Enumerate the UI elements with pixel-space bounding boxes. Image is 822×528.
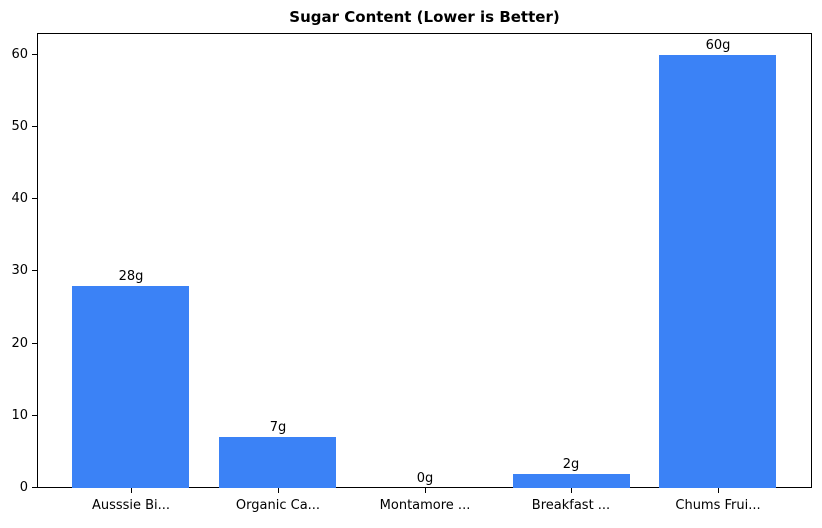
y-tick-label: 10 bbox=[11, 408, 28, 423]
bar-value-label: 28g bbox=[118, 269, 144, 284]
x-tick-label: Chums Frui... bbox=[675, 498, 761, 513]
x-tick-label: Organic Ca... bbox=[235, 498, 321, 513]
x-tick-mark bbox=[131, 488, 132, 493]
x-tick-label: Montamore ... bbox=[379, 498, 471, 513]
bar bbox=[219, 437, 336, 488]
y-tick-label: 0 bbox=[19, 480, 28, 495]
x-tick-mark bbox=[425, 488, 426, 493]
bar-value-label: 60g bbox=[705, 38, 731, 53]
y-tick-label: 30 bbox=[11, 263, 28, 278]
y-tick-label: 60 bbox=[11, 47, 28, 62]
y-tick-label: 40 bbox=[11, 191, 28, 206]
y-tick-mark bbox=[32, 415, 37, 416]
y-tick-mark bbox=[32, 270, 37, 271]
y-tick-label: 20 bbox=[11, 336, 28, 351]
bar-value-label: 2g bbox=[562, 457, 580, 472]
y-tick-mark bbox=[32, 343, 37, 344]
chart-title: Sugar Content (Lower is Better) bbox=[289, 8, 560, 26]
y-tick-mark bbox=[32, 54, 37, 55]
x-tick-mark bbox=[571, 488, 572, 493]
x-tick-label: Breakfast ... bbox=[531, 498, 611, 513]
bar-value-label: 7g bbox=[269, 420, 287, 435]
bar-value-label: 0g bbox=[416, 471, 434, 486]
bar bbox=[513, 474, 630, 488]
x-tick-label: Ausssie Bi... bbox=[91, 498, 171, 513]
x-tick-mark bbox=[718, 488, 719, 493]
y-tick-mark bbox=[32, 126, 37, 127]
bar bbox=[72, 286, 189, 488]
y-tick-label: 50 bbox=[11, 119, 28, 134]
bar bbox=[659, 55, 776, 488]
y-tick-mark bbox=[32, 198, 37, 199]
x-tick-mark bbox=[278, 488, 279, 493]
y-tick-mark bbox=[32, 487, 37, 488]
